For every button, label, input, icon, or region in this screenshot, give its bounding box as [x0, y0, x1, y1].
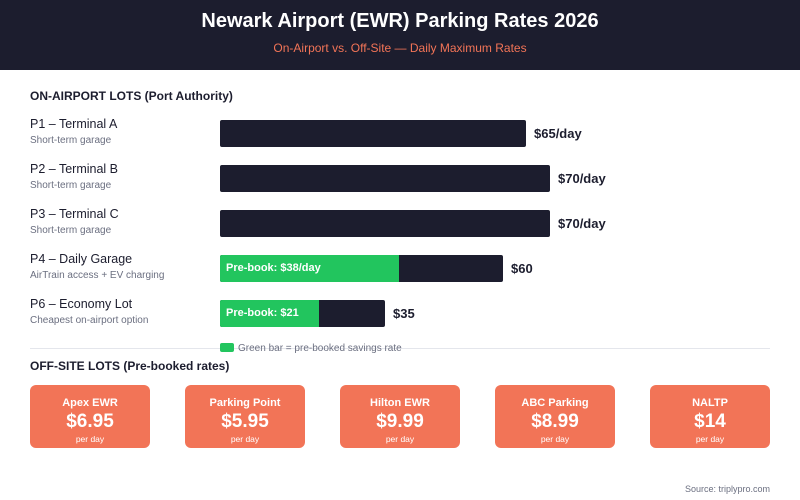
page-title: Newark Airport (EWR) Parking Rates 2026 — [201, 10, 599, 32]
chart-row: P2 – Terminal B Short-term garage $70/day — [0, 162, 800, 202]
legend-label: Green bar = pre-booked savings rate — [238, 343, 402, 354]
offsite-card-unit: per day — [230, 434, 260, 444]
offsite-card: ABC Parking $8.99 per day — [495, 385, 615, 448]
offsite-card-name: NALTP — [692, 397, 728, 409]
offsite-card-rate: $9.99 — [376, 411, 424, 432]
offsite-card: Parking Point $5.95 per day — [185, 385, 305, 448]
offsite-card-unit: per day — [385, 434, 415, 444]
rate-label: $60 — [511, 261, 533, 276]
offsite-card-name: Hilton EWR — [370, 397, 430, 409]
offsite-card-name: Parking Point — [209, 397, 281, 409]
lot-name: P4 – Daily Garage — [30, 252, 133, 266]
section-divider — [30, 348, 770, 349]
prebook-bar: Pre-book: $21 — [220, 300, 319, 327]
offsite-card-unit: per day — [695, 434, 725, 444]
prebook-bar: Pre-book: $38/day — [220, 255, 399, 282]
on-airport-section-title: ON-AIRPORT LOTS (Port Authority) — [30, 89, 233, 103]
lot-description: Cheapest on-airport option — [30, 315, 149, 326]
rate-label: $70/day — [558, 216, 606, 231]
header: Newark Airport (EWR) Parking Rates 2026 … — [0, 0, 800, 70]
chart-row: P3 – Terminal C Short-term garage $70/day — [0, 207, 800, 247]
offsite-card-unit: per day — [75, 434, 105, 444]
offsite-card: Hilton EWR $9.99 per day — [340, 385, 460, 448]
offsite-card-rate: $6.95 — [66, 411, 114, 432]
chart-legend: Green bar = pre-booked savings rate — [220, 343, 402, 355]
offsite-card-rate: $8.99 — [531, 411, 579, 432]
offsite-card-name: ABC Parking — [521, 397, 589, 409]
lot-description: AirTrain access + EV charging — [30, 270, 165, 281]
legend-swatch-prebook — [220, 343, 234, 352]
chart-row: P1 – Terminal A Short-term garage $65/day — [0, 117, 800, 157]
rate-label: $65/day — [534, 126, 582, 141]
lot-name: P2 – Terminal B — [30, 162, 119, 176]
rate-label: $70/day — [558, 171, 606, 186]
offsite-card: NALTP $14 per day — [650, 385, 770, 448]
offsite-card-rate: $14 — [694, 411, 726, 432]
offsite-card-rate: $5.95 — [221, 411, 269, 432]
rate-bar — [220, 210, 550, 237]
rate-bar — [220, 165, 550, 192]
off-site-section-title: OFF-SITE LOTS (Pre-booked rates) — [30, 359, 230, 373]
lot-name: P6 – Economy Lot — [30, 297, 133, 311]
offsite-card-unit: per day — [540, 434, 570, 444]
lot-description: Short-term garage — [30, 180, 112, 191]
lot-description: Short-term garage — [30, 135, 112, 146]
chart-row: P6 – Economy Lot Cheapest on-airport opti… — [0, 297, 800, 337]
rate-label: $35 — [393, 306, 415, 321]
rate-bar — [220, 120, 526, 147]
lot-name: P3 – Terminal C — [30, 207, 119, 221]
offsite-card: Apex EWR $6.95 per day — [30, 385, 150, 448]
source-note: Source: triplypro.com — [684, 484, 770, 494]
page-subtitle: On-Airport vs. Off-Site — Daily Maximum … — [273, 41, 527, 55]
offsite-card-name: Apex EWR — [62, 397, 118, 409]
chart-row: P4 – Daily Garage AirTrain access + EV ch… — [0, 252, 800, 292]
lot-description: Short-term garage — [30, 225, 112, 236]
lot-name: P1 – Terminal A — [30, 117, 118, 131]
